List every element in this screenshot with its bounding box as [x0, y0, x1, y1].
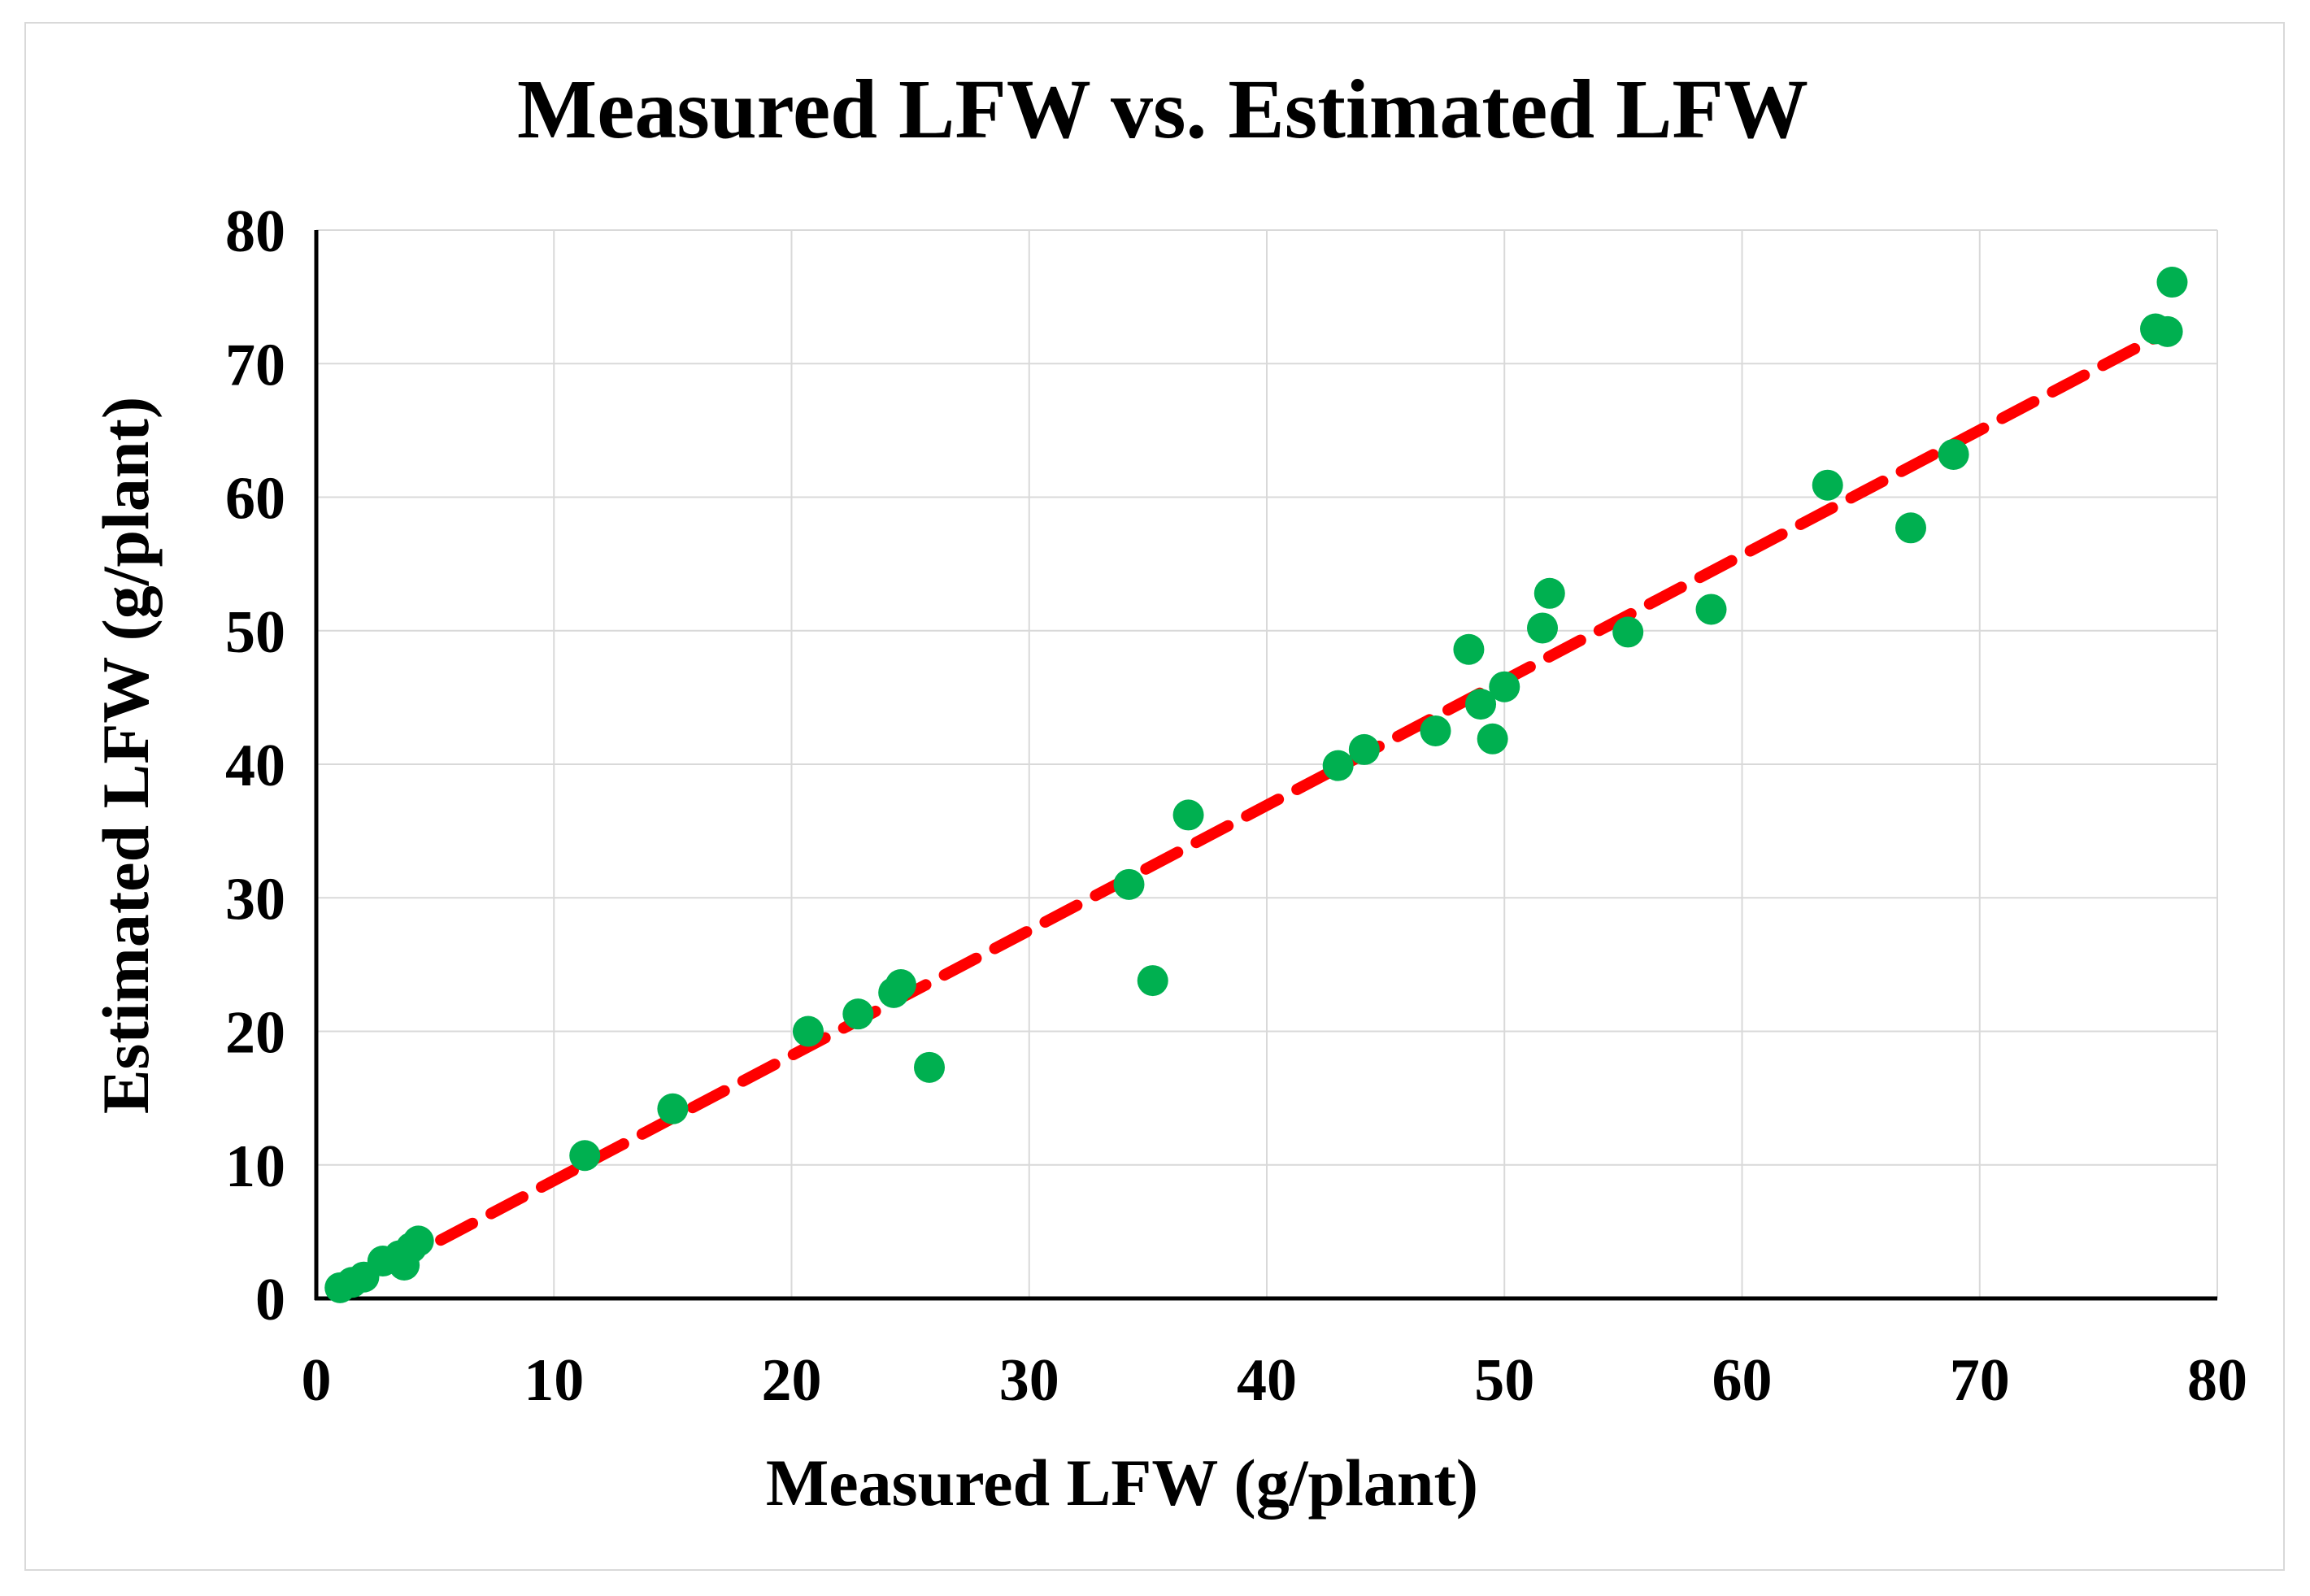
- data-point: [1453, 633, 1485, 665]
- data-point: [1477, 723, 1508, 755]
- x-tick-label: 10: [524, 1347, 584, 1414]
- y-tick-label: 70: [225, 332, 285, 398]
- trendline-layer: [334, 323, 2178, 1299]
- data-point: [1465, 689, 1497, 720]
- axes-layer: [314, 230, 2217, 1301]
- ticks-layer: 0 10 20 30 40 50 60 70 80 0 10 20 30 40 50 60 70 80: [225, 198, 2247, 1414]
- data-point: [1420, 715, 1451, 746]
- data-point: [1113, 868, 1145, 900]
- data-point: [1612, 616, 1644, 648]
- y-tick-label: 80: [225, 198, 285, 265]
- x-tick-label: 50: [1474, 1347, 1534, 1414]
- y-tick-label: 0: [255, 1267, 285, 1333]
- data-point: [2151, 315, 2183, 347]
- data-point: [2156, 267, 2188, 298]
- data-point: [1137, 965, 1168, 997]
- data-point: [569, 1140, 601, 1172]
- data-point: [885, 969, 916, 1001]
- x-tick-label: 20: [762, 1347, 822, 1414]
- data-point: [1895, 512, 1926, 544]
- y-tick-label: 20: [225, 1000, 285, 1067]
- y-tick-label: 10: [225, 1133, 285, 1200]
- data-point: [1533, 577, 1565, 609]
- data-point: [1812, 469, 1843, 501]
- x-tick-label: 30: [999, 1347, 1059, 1414]
- data-point: [1322, 750, 1354, 781]
- y-tick-label: 40: [225, 733, 285, 799]
- chart-frame: 0 10 20 30 40 50 60 70 80 0 10 20 30 40 50 60 70 80 Measu…: [24, 22, 2285, 1571]
- x-tick-label: 80: [2187, 1347, 2247, 1414]
- x-tick-label: 0: [302, 1347, 332, 1414]
- x-tick-label: 60: [1712, 1347, 1773, 1414]
- points-layer: [324, 267, 2188, 1303]
- y-tick-label: 30: [225, 866, 285, 933]
- data-point: [1489, 671, 1520, 702]
- x-axis-label: Measured LFW (g/plant): [766, 1446, 1478, 1520]
- y-axis-label: Estimated LFW (g/plant): [89, 397, 163, 1114]
- x-tick-label: 70: [1950, 1347, 2010, 1414]
- chart-title: Measured LFW vs. Estimated LFW: [517, 63, 1808, 156]
- data-point: [792, 1015, 824, 1047]
- data-point: [1527, 612, 1559, 644]
- data-point: [1695, 594, 1727, 625]
- data-point: [1938, 438, 1969, 470]
- trendline: [334, 323, 2178, 1299]
- data-point: [842, 998, 874, 1030]
- data-point: [1172, 799, 1204, 831]
- data-point: [1348, 733, 1380, 765]
- data-point: [657, 1093, 689, 1124]
- x-tick-label: 40: [1237, 1347, 1297, 1414]
- data-point: [402, 1225, 434, 1257]
- grid-layer: [316, 229, 2218, 1298]
- data-point: [914, 1051, 946, 1083]
- chart-svg: 0 10 20 30 40 50 60 70 80 0 10 20 30 40 50 60 70 80 Measu…: [89, 63, 2247, 1520]
- y-tick-label: 50: [225, 599, 285, 666]
- y-tick-label: 60: [225, 466, 285, 533]
